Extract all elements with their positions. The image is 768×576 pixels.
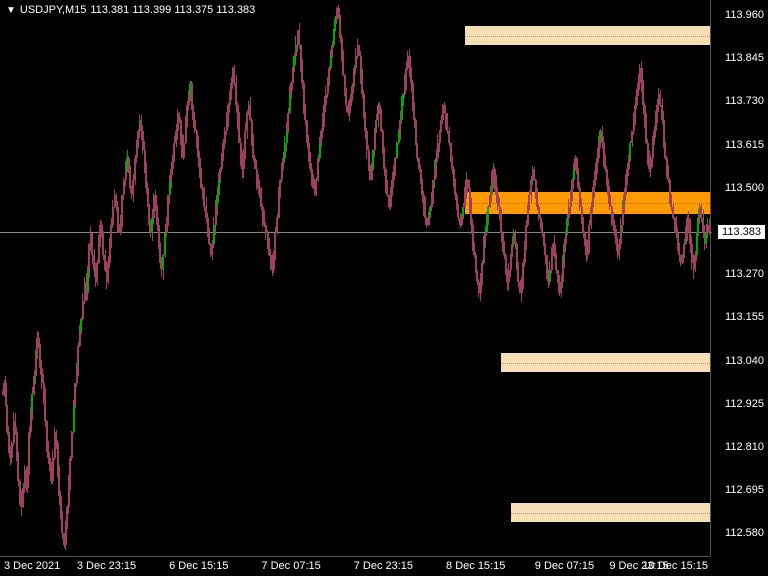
- x-tick: 6 Dec 15:15: [169, 560, 228, 572]
- y-axis: 113.960 113.845 113.730 113.615 113.500 113.3…: [710, 0, 768, 556]
- y-tick: 112.810: [725, 441, 764, 453]
- ohlc-label: 113.381 113.399 113.375 113.383: [90, 4, 255, 16]
- x-tick: 7 Dec 23:15: [354, 560, 413, 572]
- y-tick: 113.040: [725, 355, 764, 367]
- x-tick: 9 Dec 07:15: [535, 560, 594, 572]
- x-axis: 3 Dec 2021 3 Dec 23:15 6 Dec 15:15 7 Dec 07…: [0, 556, 710, 576]
- y-tick: 112.925: [725, 398, 764, 410]
- y-tick: 113.155: [725, 311, 764, 323]
- y-tick: 113.730: [725, 95, 764, 107]
- x-tick: 3 Dec 23:15: [77, 560, 136, 572]
- dropdown-icon[interactable]: ▼: [6, 5, 16, 16]
- x-tick: 7 Dec 07:15: [261, 560, 320, 572]
- x-tick: 10 Dec 15:15: [643, 560, 708, 572]
- chart-area[interactable]: [0, 0, 710, 556]
- x-tick: 3 Dec 2021: [4, 560, 60, 572]
- y-tick: 112.580: [725, 527, 764, 539]
- y-tick: 113.500: [725, 182, 764, 194]
- y-tick: 112.695: [725, 484, 764, 496]
- candles-container: [0, 0, 710, 556]
- y-tick: 113.270: [725, 268, 764, 280]
- current-price-label: 113.383: [717, 224, 766, 240]
- symbol-label: USDJPY,M15: [20, 4, 86, 16]
- y-tick: 113.845: [725, 52, 764, 64]
- x-tick: 8 Dec 15:15: [446, 560, 505, 572]
- chart-header: ▼ USDJPY,M15 113.381 113.399 113.375 113…: [6, 4, 255, 16]
- y-tick: 113.960: [725, 9, 764, 21]
- y-tick: 113.615: [725, 139, 764, 151]
